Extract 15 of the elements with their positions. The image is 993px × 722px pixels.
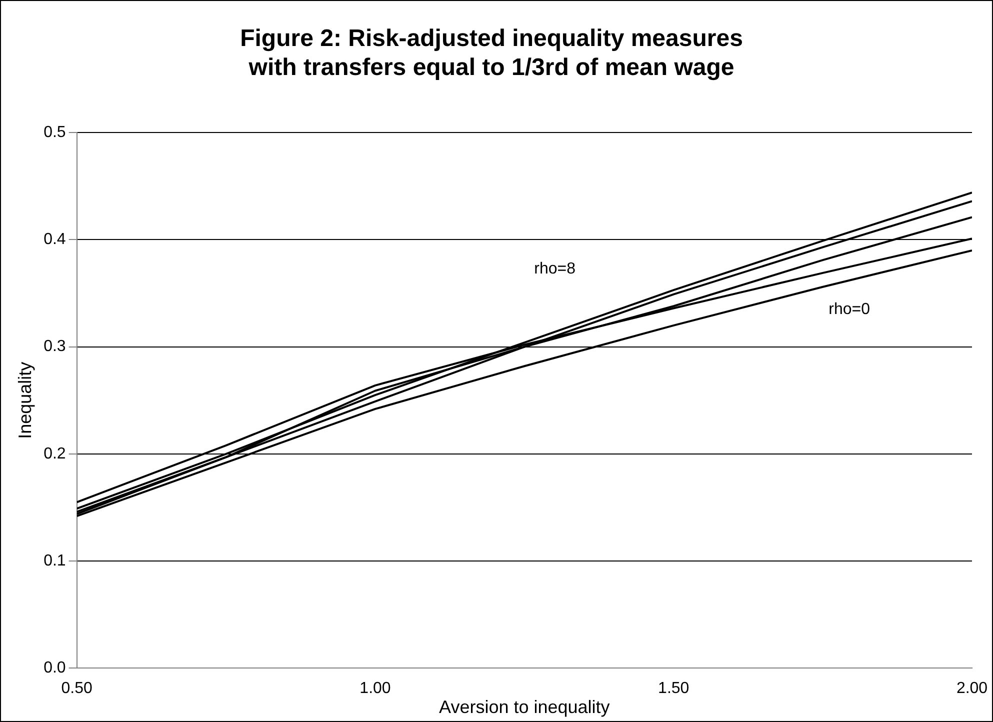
x-tick-label: 1.00 [360,680,391,698]
chart-title: Figure 2: Risk-adjusted inequality measures with transfers equal to 1/3rd of mean wage [240,25,743,81]
annotation: rho=8 [534,260,576,278]
x-tick-label: 0.50 [61,680,93,698]
y-tick-label: 0.0 [44,660,66,677]
annotation: rho=0 [828,300,870,318]
y-tick-label: 0.3 [44,338,66,356]
x-tick-label: 2.00 [956,680,988,698]
y-tick-label: 0.1 [44,552,66,570]
y-tick-label: 0.2 [44,445,66,462]
y-tick-label: 0.4 [44,231,66,248]
y-tick-label: 0.5 [44,124,66,142]
x-axis-title: Aversion to inequality [439,697,610,718]
x-tick-label: 1.50 [658,680,690,698]
y-axis-title: Inequality [14,362,35,439]
